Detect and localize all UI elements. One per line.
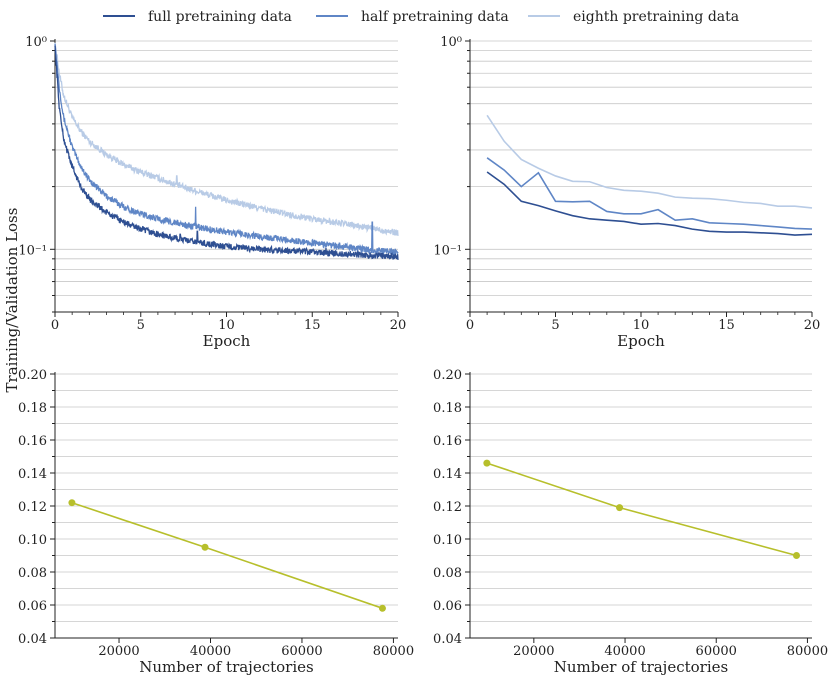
y-tick-label: 10⁻¹	[433, 243, 462, 258]
x-axis-label: Epoch	[617, 332, 665, 350]
data-point	[68, 499, 76, 507]
x-tick-label: 5	[551, 318, 559, 333]
x-tick-label: 60000	[281, 644, 322, 659]
series-line-half	[486, 157, 813, 230]
legend-label-half: half pretraining data	[361, 9, 509, 25]
x-tick-label: 20000	[98, 644, 139, 659]
y-tick-label: 0.12	[18, 500, 47, 515]
series-line-eighth	[486, 114, 813, 209]
y-tick-label: 0.20	[433, 368, 462, 383]
shared-y-axis-label: Training/Validation Loss	[3, 208, 21, 393]
y-tick-label: 0.12	[433, 500, 462, 515]
y-tick-label: 0.10	[433, 533, 462, 548]
x-tick-label: 5	[137, 318, 145, 333]
y-tick-label: 0.16	[433, 434, 462, 449]
series-line-half	[54, 43, 399, 257]
y-tick-label: 0.06	[433, 599, 462, 614]
y-tick-label: 0.08	[433, 566, 462, 581]
data-point	[378, 604, 386, 612]
x-tick-label: 40000	[190, 644, 231, 659]
x-axis-label: Epoch	[203, 332, 251, 350]
x-tick-label: 20	[804, 318, 821, 333]
y-tick-label: 10⁰	[25, 35, 47, 50]
y-tick-label: 0.16	[18, 434, 47, 449]
x-tick-label: 10	[218, 318, 235, 333]
data-point	[616, 504, 624, 512]
x-tick-label: 20	[390, 318, 407, 333]
x-tick-label: 80000	[373, 644, 414, 659]
series-line-trend	[486, 462, 797, 557]
x-tick-label: 0	[51, 318, 59, 333]
x-tick-label: 20000	[513, 644, 554, 659]
series-line-full	[486, 171, 813, 236]
x-tick-label: 60000	[696, 644, 737, 659]
series-line-full	[54, 45, 399, 260]
panel-training-loss-curves: 10⁰ 10⁻¹ 0 5 10 15 20 Epoch	[18, 35, 406, 350]
series-line-eighth	[54, 42, 399, 237]
y-tick-label: 0.10	[18, 533, 47, 548]
y-tick-label: 0.04	[18, 632, 47, 647]
x-tick-label: 80000	[787, 644, 828, 659]
panel-validation-loss-vs-trajectories: 0.04 0.06 0.08 0.10 0.12 0.14 0.16 0.18 0.20 2000…	[433, 368, 828, 676]
x-tick-label: 10	[633, 318, 650, 333]
x-tick-label: 40000	[604, 644, 645, 659]
x-axis-label: Number of trajectories	[554, 658, 728, 676]
x-tick-label: 15	[718, 318, 735, 333]
y-tick-label: 0.14	[18, 467, 47, 482]
data-point	[483, 459, 491, 467]
legend-label-eighth: eighth pretraining data	[573, 9, 739, 25]
panel-validation-loss-curves: 10⁰ 10⁻¹ 0 5 10 15 20 Epoch	[433, 35, 820, 350]
y-tick-label: 0.20	[18, 368, 47, 383]
y-tick-label: 0.04	[433, 632, 462, 647]
y-tick-label: 10⁻¹	[18, 243, 47, 258]
y-tick-label: 0.06	[18, 599, 47, 614]
y-tick-label: 0.08	[18, 566, 47, 581]
legend-label-full: full pretraining data	[148, 9, 292, 25]
legend: full pretraining data half pretraining da…	[103, 9, 739, 25]
x-tick-label: 0	[466, 318, 474, 333]
y-tick-label: 0.14	[433, 467, 462, 482]
y-tick-label: 0.18	[18, 401, 47, 416]
x-tick-label: 15	[304, 318, 321, 333]
panel-training-loss-vs-trajectories: 0.04 0.06 0.08 0.10 0.12 0.14 0.16 0.18 0.20 2000…	[18, 368, 414, 676]
y-tick-label: 10⁰	[440, 35, 462, 50]
data-point	[201, 543, 209, 551]
data-point	[792, 552, 800, 559]
x-axis-label: Number of trajectories	[139, 658, 313, 676]
y-tick-label: 0.18	[433, 401, 462, 416]
